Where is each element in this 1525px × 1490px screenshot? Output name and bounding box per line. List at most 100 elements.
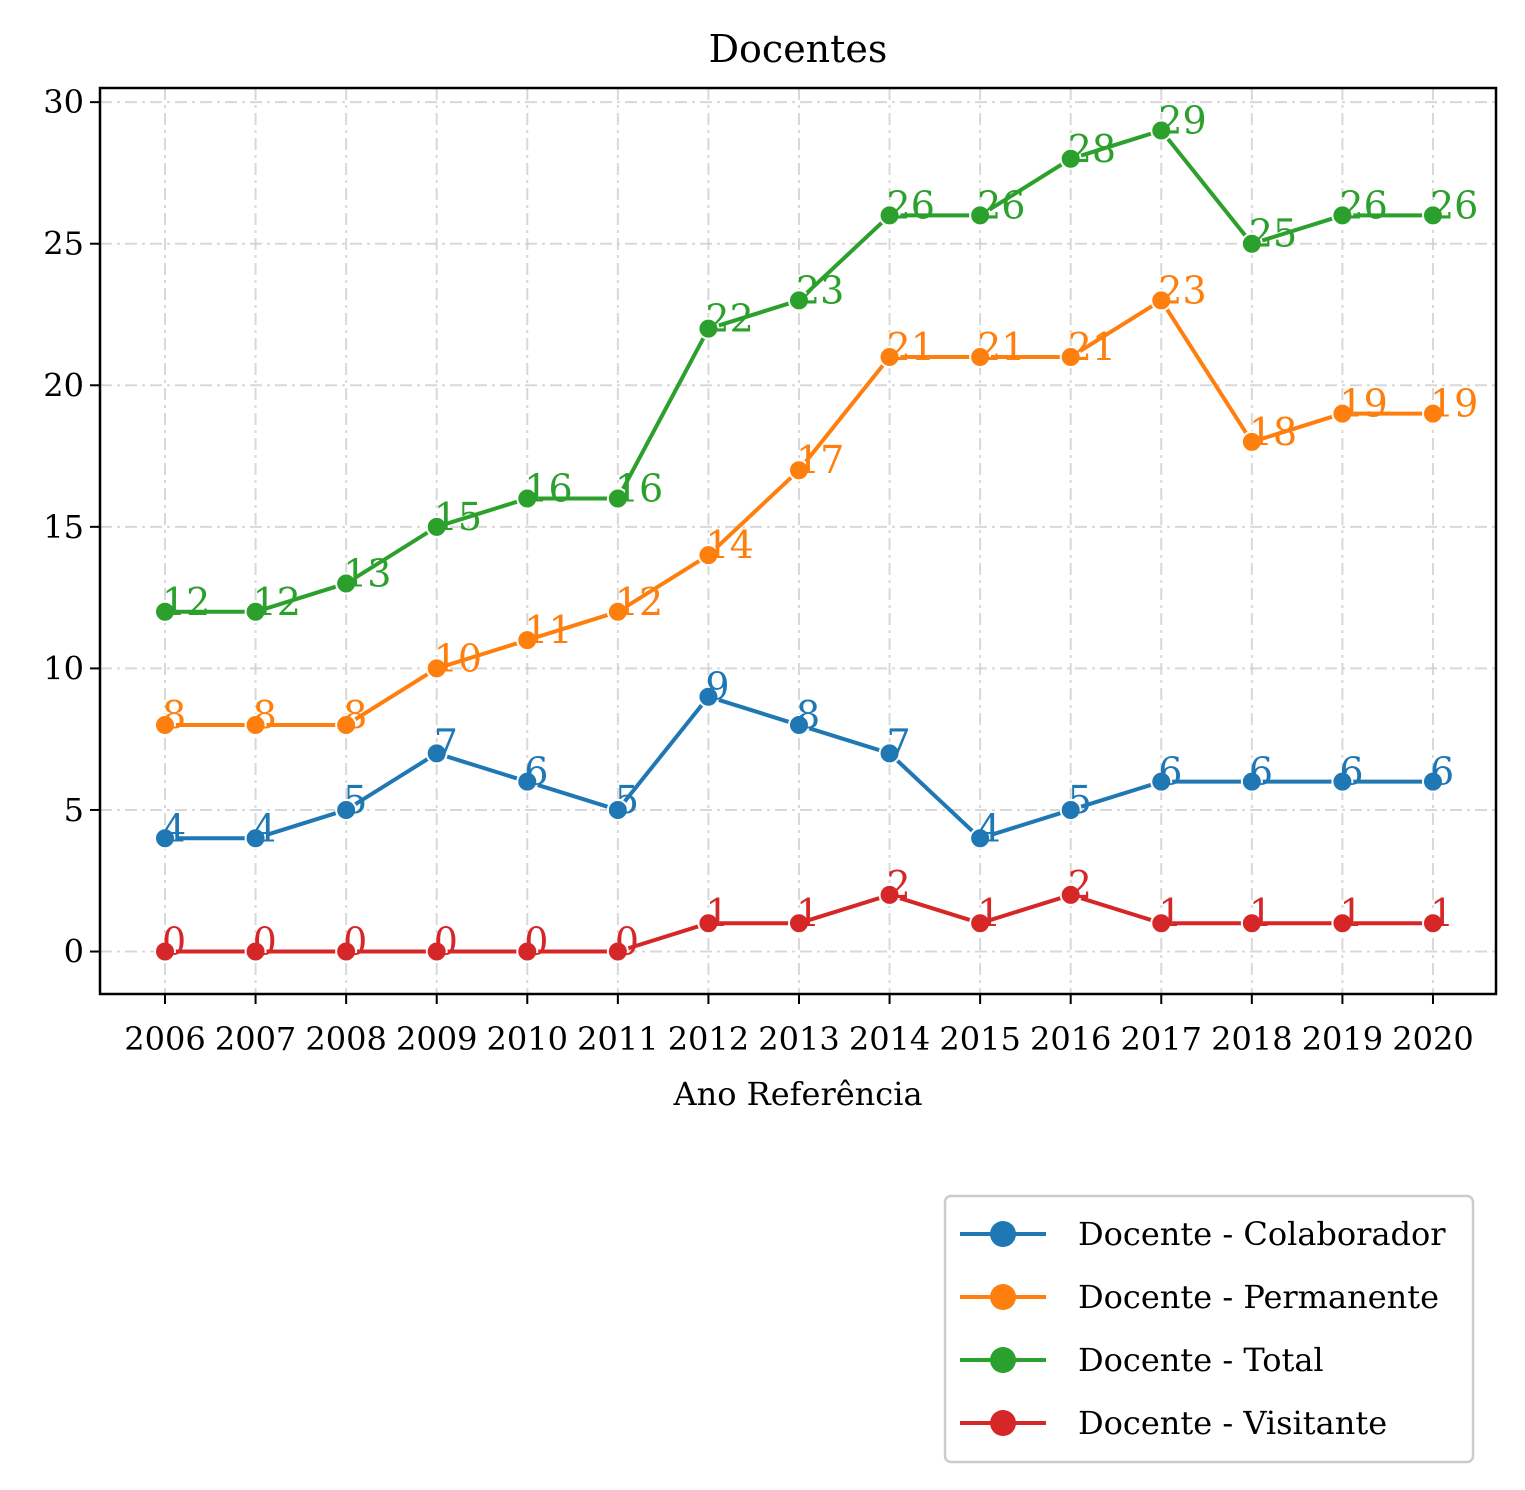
data-point [1331, 204, 1354, 227]
data-label: 26 [1430, 183, 1478, 227]
data-label: 6 [1158, 750, 1182, 794]
data-label: 25 [1249, 212, 1297, 256]
data-label: 1 [977, 891, 1001, 935]
data-label: 10 [434, 636, 482, 680]
data-label: 0 [615, 920, 639, 964]
data-label: 22 [705, 297, 753, 341]
data-point [425, 940, 448, 963]
data-point [425, 515, 448, 538]
data-point [1421, 912, 1444, 935]
data-label: 6 [1339, 750, 1363, 794]
data-label: 1 [1158, 891, 1182, 935]
y-axis: 0 5 10 15 20 25 30 [43, 83, 100, 971]
data-point [878, 883, 901, 906]
data-point [878, 742, 901, 765]
data-point [1059, 147, 1082, 170]
data-point [697, 544, 720, 567]
y-tick-label: 30 [43, 83, 84, 121]
data-label: 2 [1068, 863, 1092, 907]
data-label: 23 [1158, 268, 1206, 312]
data-point [969, 345, 992, 368]
data-label: 1 [705, 891, 729, 935]
data-point [1150, 912, 1173, 935]
data-label: 23 [796, 268, 844, 312]
legend-marker [990, 1221, 1016, 1247]
x-tick-label: 2020 [1392, 1020, 1473, 1058]
data-point [244, 940, 267, 963]
data-label: 11 [524, 608, 572, 652]
data-point [1150, 770, 1173, 793]
x-tick-label: 2015 [939, 1020, 1020, 1058]
x-axis: 2006 2007 2008 2009 2010 2011 2012 2013 2014 2015… [124, 994, 1474, 1058]
data-point [516, 629, 539, 652]
data-point [1059, 345, 1082, 368]
data-point [1240, 232, 1263, 255]
data-point [335, 940, 358, 963]
series-docente-total [154, 119, 1444, 623]
legend-marker [990, 1284, 1016, 1310]
data-label: 7 [434, 721, 458, 765]
data-label: 14 [705, 523, 753, 567]
data-label: 21 [977, 325, 1025, 369]
legend-item: Docente - Permanente [960, 1278, 1439, 1316]
data-label: 21 [887, 325, 935, 369]
data-point [787, 912, 810, 935]
series-docente-colaborador [154, 685, 1444, 850]
series-docente-permanente [154, 289, 1444, 737]
data-point [697, 912, 720, 935]
data-point [154, 827, 176, 850]
data-label: 8 [253, 693, 277, 737]
data-label: 5 [615, 778, 639, 822]
legend-label: Docente - Colaborador [1078, 1215, 1446, 1253]
data-label: 6 [1430, 750, 1454, 794]
data-point [787, 289, 810, 312]
data-label: 19 [1339, 382, 1387, 426]
data-label: 1 [1339, 891, 1363, 935]
x-tick-label: 2013 [758, 1020, 839, 1058]
data-point [1240, 430, 1263, 453]
data-point [1421, 402, 1444, 425]
legend-marker [990, 1347, 1016, 1373]
data-label: 26 [887, 183, 935, 227]
data-label: 26 [1339, 183, 1387, 227]
data-label: 4 [977, 806, 1001, 850]
data-label: 2 [887, 863, 911, 907]
data-label: 16 [615, 467, 663, 511]
data-label: 26 [977, 183, 1025, 227]
data-point [335, 714, 358, 737]
y-tick-label: 15 [43, 508, 84, 546]
data-label: 29 [1158, 98, 1206, 142]
legend-label: Docente - Permanente [1078, 1278, 1439, 1316]
data-label: 0 [524, 920, 548, 964]
data-label: 28 [1068, 127, 1116, 171]
data-point [697, 685, 720, 708]
data-point [1059, 798, 1082, 821]
data-label: 21 [1068, 325, 1116, 369]
data-label: 1 [796, 891, 820, 935]
data-point [516, 770, 539, 793]
data-label: 18 [1249, 410, 1297, 454]
legend-item: Docente - Total [960, 1341, 1324, 1379]
data-point [1059, 883, 1082, 906]
x-tick-label: 2017 [1121, 1020, 1202, 1058]
x-tick-label: 2012 [668, 1020, 749, 1058]
legend-marker [990, 1410, 1016, 1436]
data-label: 1 [1430, 891, 1454, 935]
data-point [878, 204, 901, 227]
data-label: 5 [1068, 778, 1092, 822]
data-label: 8 [162, 693, 186, 737]
data-point [606, 798, 629, 821]
data-label: 8 [343, 693, 367, 737]
series-docente-visitante [154, 883, 1444, 963]
data-point [969, 827, 992, 850]
data-point [1421, 770, 1444, 793]
grid [100, 88, 1496, 994]
legend: Docente - Colaborador Docente - Permanent… [943, 1194, 1475, 1464]
legend-label: Docente - Visitante [1078, 1404, 1387, 1442]
y-tick-label: 20 [43, 366, 84, 404]
x-tick-label: 2006 [124, 1020, 205, 1058]
data-point [154, 714, 176, 737]
data-label: 4 [162, 806, 186, 850]
legend-box [943, 1194, 1475, 1464]
